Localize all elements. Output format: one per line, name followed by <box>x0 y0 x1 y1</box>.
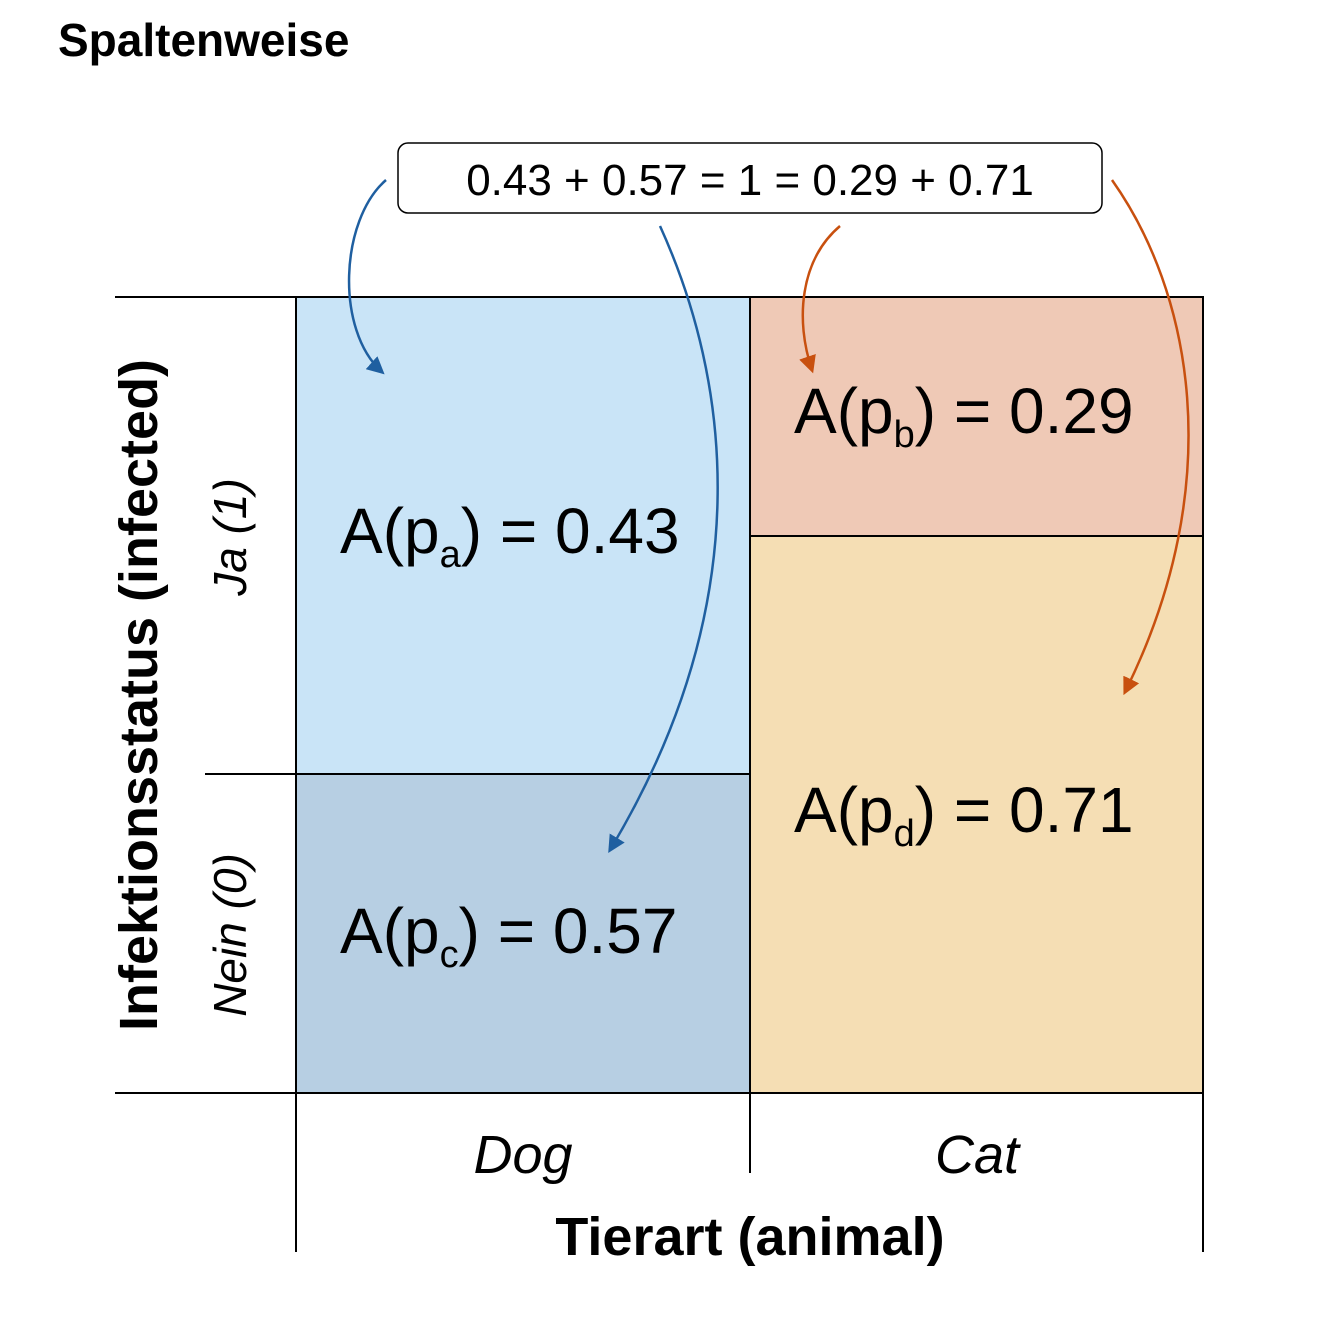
cell-d-cat-not-infected <box>749 535 1204 1094</box>
cell-d-label: A(pd) = 0.71 <box>794 774 1134 855</box>
cell-b-label: A(pb) = 0.29 <box>794 375 1134 456</box>
arrow-to-cell-c <box>608 225 719 854</box>
row-label-nein: Nein (0) <box>204 853 256 1017</box>
column-label-dog: Dog <box>473 1125 572 1185</box>
arrow-to-cell-b <box>799 225 841 374</box>
cell-a-dog-infected <box>295 296 751 775</box>
x-axis-title: Tierart (animal) <box>555 1207 944 1267</box>
cell-c-label: A(pc) = 0.57 <box>340 895 677 976</box>
arrow-to-cell-a <box>347 179 387 375</box>
arrow-to-cell-d <box>1110 179 1190 696</box>
cell-a-label: A(pa) = 0.43 <box>340 495 680 576</box>
column-label-cat: Cat <box>935 1125 1021 1185</box>
row-label-ja: Ja (1) <box>204 478 256 597</box>
cell-c-dog-not-infected <box>295 773 751 1094</box>
chart-title: Spaltenweise <box>58 14 349 66</box>
cell-b-cat-infected <box>749 296 1204 537</box>
grid-lines <box>115 296 1204 1252</box>
equation-text: 0.43 + 0.57 = 1 = 0.29 + 0.71 <box>466 156 1034 205</box>
y-axis-title: Infektionsstatus (infected) <box>109 359 169 1031</box>
equation-box <box>397 142 1103 214</box>
